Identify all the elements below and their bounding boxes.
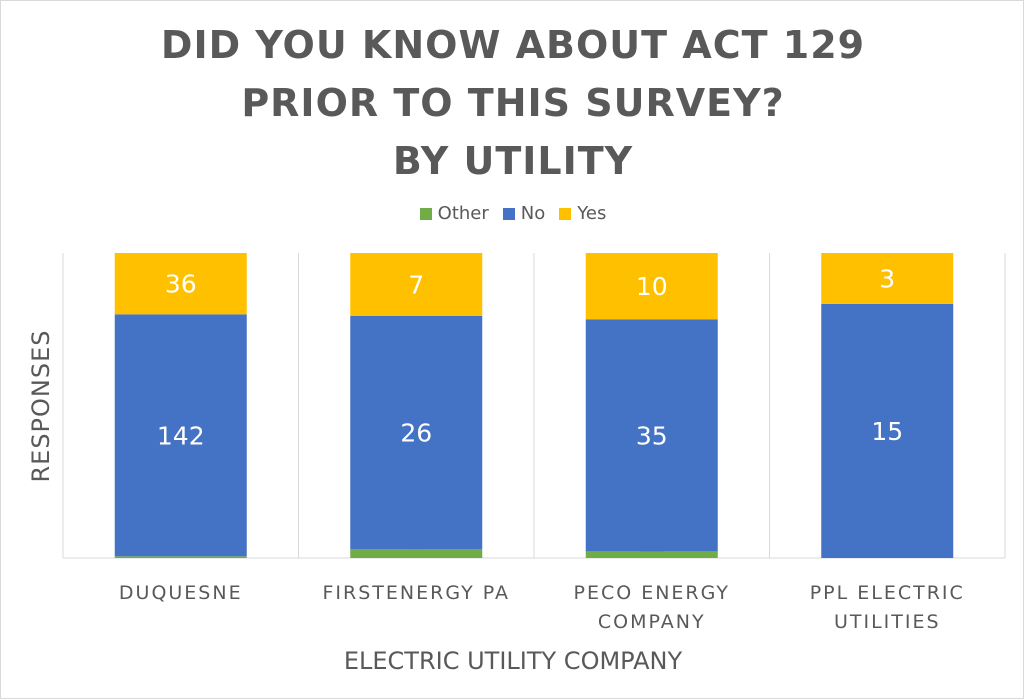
data-label-yes: 10 bbox=[636, 272, 668, 301]
data-label-no: 35 bbox=[636, 421, 668, 450]
x-tick-label: COMPANY bbox=[598, 611, 706, 633]
data-label-no: 15 bbox=[871, 417, 903, 446]
bar-segment-no bbox=[821, 303, 954, 558]
legend-label-yes: Yes bbox=[577, 203, 607, 224]
data-label-yes: 3 bbox=[879, 264, 895, 293]
bar-segment-yes bbox=[350, 253, 483, 316]
legend-swatch-other bbox=[419, 207, 432, 220]
legend-label-other: Other bbox=[437, 203, 489, 224]
legend-item-yes: Yes bbox=[559, 203, 606, 224]
bar-segment-no bbox=[350, 315, 483, 550]
bar-segment-no bbox=[114, 314, 247, 557]
legend-swatch-no bbox=[502, 207, 515, 220]
chart-title-line-3: BY UTILITY bbox=[392, 139, 634, 183]
bar-segment-other bbox=[114, 556, 247, 558]
chart-title-line-1: DID YOU KNOW ABOUT ACT 129 bbox=[160, 23, 866, 67]
bar-segment-yes bbox=[821, 253, 954, 304]
x-tick-label: FIRSTENERGY PA bbox=[323, 582, 511, 604]
bar-segment-yes bbox=[114, 253, 247, 315]
legend-swatch-yes bbox=[559, 207, 572, 220]
legend-item-no: No bbox=[502, 203, 546, 224]
legend-label-no: No bbox=[520, 203, 546, 224]
x-tick-label: PECO ENERGY bbox=[573, 582, 730, 604]
bar-segment-no bbox=[585, 319, 718, 552]
x-tick-label: DUQUESNE bbox=[119, 582, 243, 604]
data-label-yes: 7 bbox=[408, 270, 424, 299]
data-label-no: 26 bbox=[400, 418, 432, 447]
legend-item-other: Other bbox=[419, 203, 489, 224]
bar-segment-yes bbox=[585, 253, 718, 320]
chart-title-line-2: PRIOR TO THIS SURVEY? bbox=[241, 81, 785, 125]
x-tick-label: UTILITIES bbox=[834, 611, 941, 633]
data-label-no: 142 bbox=[157, 421, 205, 450]
data-label-yes: 36 bbox=[165, 270, 197, 299]
x-axis-label: ELECTRIC UTILITY COMPANY bbox=[343, 647, 683, 675]
x-tick-label: PPL ELECTRIC bbox=[810, 582, 965, 604]
chart-legend: Other No Yes bbox=[1, 203, 1024, 224]
